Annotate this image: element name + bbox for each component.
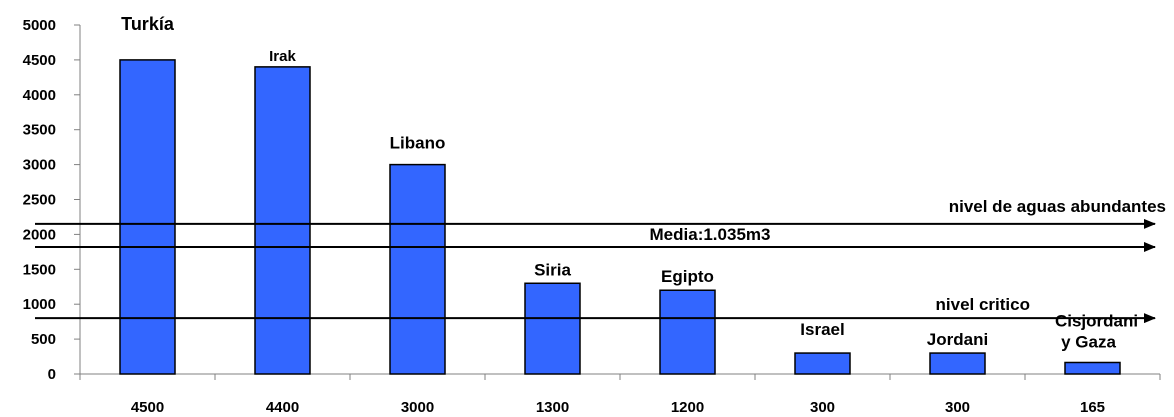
bar-labels: Turkía Irak Libano Siria Egipto Israel Jordani… bbox=[121, 14, 1138, 352]
x-category-label: 3000 bbox=[401, 399, 434, 416]
x-category-label: 1300 bbox=[536, 399, 569, 416]
x-category-label: 4400 bbox=[266, 399, 299, 416]
bar bbox=[1064, 361, 1121, 375]
x-axis: 4500 4400 3000 1300 1200 300 300 165 bbox=[79, 373, 1161, 416]
x-category-label: 165 bbox=[1080, 399, 1105, 416]
bar-label: Jordani bbox=[927, 330, 988, 349]
bar-label: Israel bbox=[800, 320, 844, 339]
y-tick-label: 4000 bbox=[23, 87, 56, 104]
bar bbox=[119, 59, 176, 375]
x-category-label: 4500 bbox=[131, 399, 164, 416]
y-tick-label: 3000 bbox=[23, 157, 56, 174]
x-category-label: 300 bbox=[945, 399, 970, 416]
bar bbox=[659, 289, 716, 375]
bar-label: Libano bbox=[390, 134, 446, 153]
x-category-label: 300 bbox=[810, 399, 835, 416]
bar-label: Turkía bbox=[121, 14, 175, 34]
bar-label: Cisjordani y Gaza bbox=[1055, 311, 1138, 351]
y-tick-label: 4500 bbox=[23, 52, 56, 69]
y-tick-label: 500 bbox=[31, 331, 56, 348]
y-tick-label: 1500 bbox=[23, 261, 56, 278]
bar bbox=[254, 66, 311, 375]
bar bbox=[929, 352, 986, 375]
bar-label: Siria bbox=[534, 260, 571, 279]
y-tick-label: 2500 bbox=[23, 192, 56, 209]
bar bbox=[389, 163, 446, 375]
reference-line-label: nivel de aguas abundantes bbox=[949, 197, 1166, 216]
y-tick-label: 0 bbox=[48, 366, 56, 383]
reference-line-label: Media:1.035m3 bbox=[650, 225, 771, 244]
y-tick-label: 3500 bbox=[23, 122, 56, 139]
reference-lines: nivel de aguas abundantes Media:1.035m3 ni… bbox=[35, 197, 1166, 324]
bar-label: Irak bbox=[269, 48, 296, 65]
y-tick-label: 2000 bbox=[23, 226, 56, 243]
reference-line-label: nivel critico bbox=[936, 295, 1030, 314]
x-category-label: 1200 bbox=[671, 399, 704, 416]
y-axis: 0 500 1000 1500 2000 2500 3000 3500 4000 4500 5000 bbox=[23, 17, 81, 383]
bar bbox=[524, 282, 581, 375]
bar-label: Egipto bbox=[661, 267, 714, 286]
y-tick-label: 5000 bbox=[23, 17, 56, 34]
y-tick-label: 1000 bbox=[23, 296, 56, 313]
bars bbox=[119, 59, 1121, 375]
bar bbox=[794, 352, 851, 375]
